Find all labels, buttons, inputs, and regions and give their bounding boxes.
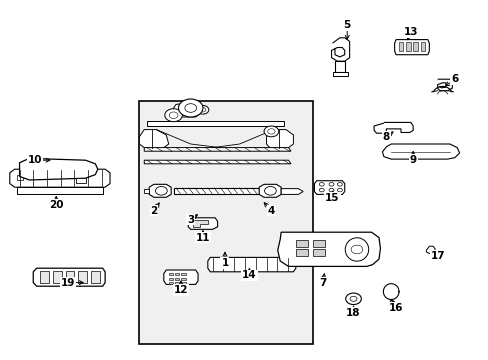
Polygon shape [76,178,85,183]
Polygon shape [188,218,217,229]
Polygon shape [10,169,110,187]
Text: 11: 11 [195,233,210,243]
Circle shape [264,186,276,195]
Circle shape [337,188,342,192]
Circle shape [169,112,178,118]
Polygon shape [398,42,403,51]
Polygon shape [144,189,149,193]
Polygon shape [53,271,61,283]
Circle shape [178,99,203,117]
Circle shape [184,104,196,112]
Text: 6: 6 [450,74,457,84]
Polygon shape [168,282,173,284]
Polygon shape [193,220,207,227]
Text: 3: 3 [187,215,194,225]
Text: 12: 12 [173,285,188,295]
Polygon shape [175,278,179,280]
Polygon shape [314,181,344,194]
Text: 9: 9 [409,155,416,165]
Polygon shape [168,278,173,280]
Polygon shape [78,271,87,283]
Polygon shape [168,273,173,275]
Polygon shape [394,40,428,55]
Text: 5: 5 [343,20,350,30]
Polygon shape [312,240,325,247]
Text: 4: 4 [267,206,275,216]
Polygon shape [173,188,259,194]
Polygon shape [335,61,345,72]
Polygon shape [281,189,303,194]
Polygon shape [139,130,168,149]
Polygon shape [17,187,102,194]
Polygon shape [312,249,325,256]
Polygon shape [171,103,203,117]
Bar [139,101,312,344]
Text: 1: 1 [221,258,228,268]
Circle shape [155,186,167,195]
Polygon shape [277,232,380,266]
Polygon shape [144,148,290,151]
Text: 16: 16 [388,303,403,313]
Circle shape [267,129,274,134]
Text: 15: 15 [325,193,339,203]
Text: 7: 7 [318,278,326,288]
Polygon shape [146,121,283,126]
Polygon shape [181,282,185,284]
Text: 8: 8 [382,132,389,142]
Polygon shape [61,164,73,169]
Text: 13: 13 [403,27,417,37]
Polygon shape [33,268,105,286]
Circle shape [345,293,361,305]
Polygon shape [29,156,39,160]
Polygon shape [144,160,290,164]
Polygon shape [149,184,171,197]
Circle shape [328,188,333,192]
Circle shape [164,109,182,122]
Polygon shape [373,122,412,133]
Polygon shape [17,175,23,180]
Polygon shape [382,144,459,159]
Polygon shape [437,79,451,91]
Circle shape [350,245,362,254]
Polygon shape [41,164,54,169]
Polygon shape [266,130,293,149]
Circle shape [319,188,324,192]
Circle shape [349,296,356,301]
Polygon shape [65,271,74,283]
Polygon shape [181,273,185,275]
Circle shape [264,126,278,137]
Text: 20: 20 [49,200,63,210]
Polygon shape [22,164,34,169]
Polygon shape [81,164,93,169]
Polygon shape [331,38,349,61]
Polygon shape [259,184,281,197]
Polygon shape [405,42,410,51]
Polygon shape [91,271,100,283]
Text: 17: 17 [429,251,444,261]
Polygon shape [426,246,434,253]
Polygon shape [332,72,347,76]
Circle shape [197,105,208,114]
Polygon shape [412,42,417,51]
Polygon shape [295,240,307,247]
Circle shape [319,183,324,186]
Polygon shape [175,273,179,275]
Polygon shape [207,257,295,272]
Polygon shape [163,270,198,284]
Circle shape [200,108,205,112]
Ellipse shape [345,238,368,261]
Circle shape [328,183,333,186]
Text: 2: 2 [150,206,157,216]
Polygon shape [181,278,185,280]
Text: 10: 10 [28,155,42,165]
Text: 18: 18 [346,308,360,318]
Polygon shape [295,249,307,256]
Text: 19: 19 [61,278,76,288]
Polygon shape [20,158,98,180]
Text: 14: 14 [242,270,256,280]
Polygon shape [420,42,425,51]
Polygon shape [40,271,49,283]
Circle shape [337,183,342,186]
Polygon shape [175,282,179,284]
